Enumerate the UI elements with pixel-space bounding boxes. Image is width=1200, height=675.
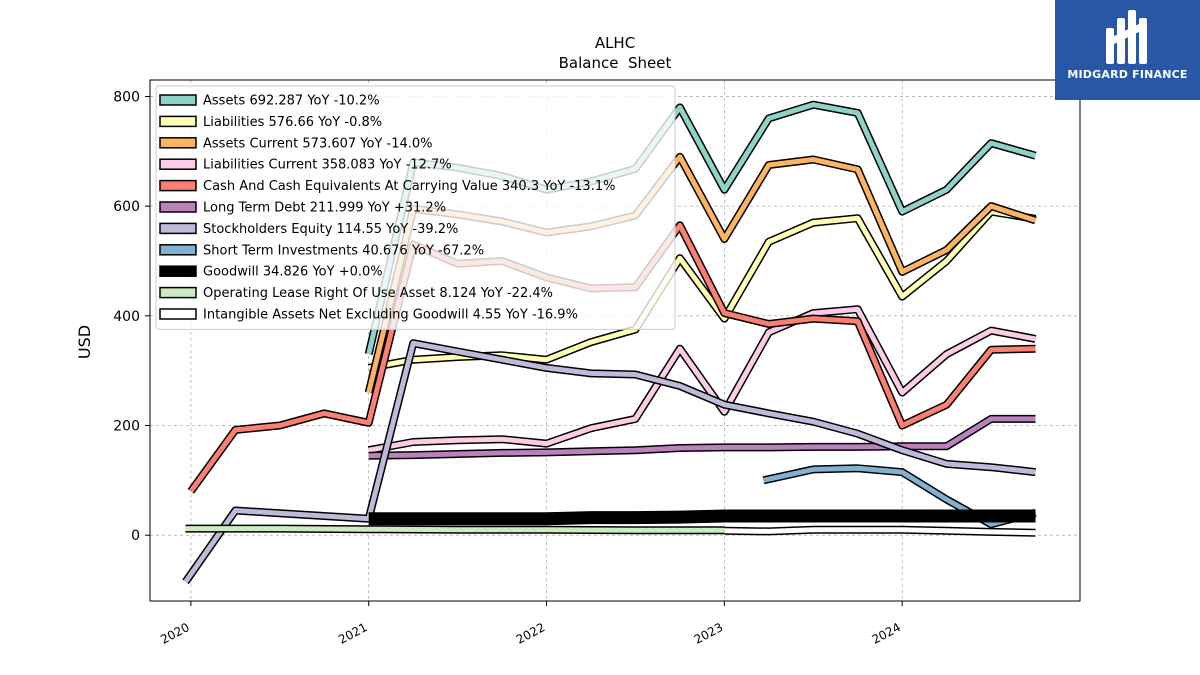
- legend-entry-10: Intangible Assets Net Excluding Goodwill…: [203, 308, 578, 323]
- brand-name: MIDGARD FINANCE: [1067, 68, 1188, 81]
- legend-swatch-8: [159, 265, 197, 277]
- legend-swatch-7: [159, 244, 197, 256]
- legend-box: [155, 85, 676, 330]
- legend-swatch-4: [159, 179, 197, 192]
- y-tick-label: 600: [113, 199, 140, 215]
- x-tick-label: 2021: [336, 620, 370, 647]
- legend-swatch-5: [159, 201, 197, 213]
- series-line-3: [368, 306, 1036, 453]
- plot-frame: [149, 79, 1081, 602]
- y-tick-label: 400: [113, 309, 140, 325]
- legend-entry-9: Operating Lease Right Of Use Asset 8.124…: [203, 286, 553, 301]
- chart-title: ALHC: [595, 34, 635, 52]
- legend-swatch-3: [159, 158, 197, 170]
- series-line-10: [724, 527, 1036, 536]
- legend-entry-1: Liabilities 576.66 YoY -0.8%: [203, 115, 382, 130]
- series-line-5: [368, 416, 1036, 459]
- series-outline-6: [182, 339, 1036, 585]
- series-outline-8: [368, 509, 1036, 526]
- legend-swatch-10: [159, 308, 197, 320]
- y-tick-label: 200: [113, 419, 140, 435]
- legend-entry-8: Goodwill 34.826 YoY +0.0%: [203, 265, 383, 280]
- series-line-7: [762, 465, 1037, 527]
- x-tick-label: 2022: [514, 620, 548, 647]
- legend-swatch-0: [159, 94, 197, 106]
- legend-entry-6: Stockholders Equity 114.55 YoY -39.2%: [203, 222, 458, 237]
- legend-swatch-1: [159, 115, 197, 128]
- legend-entry-5: Long Term Debt 211.999 YoY +31.2%: [203, 201, 446, 216]
- y-axis-label: USD: [75, 325, 94, 359]
- x-tick-label: 2023: [692, 620, 726, 647]
- chart-subtitle: Balance Sheet: [559, 54, 672, 72]
- x-tick-label: 2024: [870, 620, 904, 647]
- legend-entry-4: Cash And Cash Equivalents At Carrying Va…: [203, 179, 615, 194]
- legend-swatch-6: [159, 222, 197, 235]
- series-line-9: [185, 526, 725, 533]
- legend-entry-3: Liabilities Current 358.083 YoY -12.7%: [203, 158, 452, 173]
- y-tick-label: 800: [113, 89, 140, 105]
- brand-logo: MIDGARD FINANCE: [1055, 0, 1200, 100]
- legend-swatch-2: [159, 137, 197, 149]
- legend-entry-2: Assets Current 573.607 YoY -14.0%: [203, 136, 433, 151]
- series-line-6: [183, 340, 1036, 584]
- legend-entry-7: Short Term Investments 40.676 YoY -67.2%: [203, 243, 484, 258]
- legend-entry-0: Assets 692.287 YoY -10.2%: [203, 94, 380, 109]
- y-tick-label: 0: [131, 528, 140, 544]
- legend-swatch-9: [159, 286, 197, 299]
- midgard-logo-icon: [1106, 10, 1147, 64]
- legend: Assets 692.287 YoY -10.2% Liabilities 576…: [155, 85, 676, 330]
- x-tick-label: 2020: [158, 620, 192, 647]
